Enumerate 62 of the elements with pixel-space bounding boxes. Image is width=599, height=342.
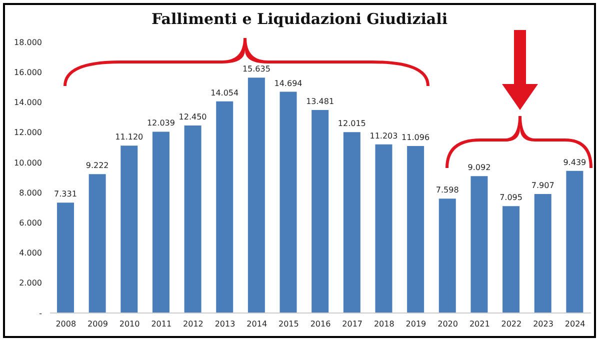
data-label: 7.907 bbox=[531, 180, 554, 190]
x-tick-label: 2024 bbox=[564, 320, 586, 329]
x-tick-label: 2012 bbox=[183, 320, 204, 329]
data-label: 14.054 bbox=[210, 88, 239, 98]
bar bbox=[343, 132, 360, 313]
data-label: 9.092 bbox=[468, 163, 491, 172]
data-label: 13.481 bbox=[306, 97, 334, 106]
data-label: 12.015 bbox=[338, 119, 366, 128]
y-tick-label: 10.000 bbox=[14, 158, 42, 168]
x-tick-label: 2017 bbox=[342, 320, 363, 329]
data-label: 9.222 bbox=[86, 161, 109, 170]
bar bbox=[534, 194, 552, 313]
bar bbox=[312, 110, 329, 313]
bar bbox=[502, 206, 520, 313]
bar bbox=[566, 170, 584, 313]
x-tick-label: 2023 bbox=[533, 320, 554, 329]
bar bbox=[407, 146, 424, 313]
x-tick-label: 2015 bbox=[278, 320, 299, 329]
bar bbox=[470, 176, 488, 313]
x-tick-label: 2011 bbox=[151, 320, 172, 329]
y-tick-label: 6.000 bbox=[19, 218, 42, 228]
x-tick-label: 2022 bbox=[501, 320, 522, 329]
data-label: 14.694 bbox=[274, 78, 302, 88]
bar bbox=[375, 144, 392, 313]
x-tick-label: 2010 bbox=[119, 320, 140, 329]
x-tick-label: 2016 bbox=[310, 320, 331, 329]
chart-title: Fallimenti e Liquidazioni Giudiziali bbox=[150, 10, 449, 28]
y-tick-label: 8.000 bbox=[19, 188, 42, 198]
bar bbox=[152, 132, 170, 313]
y-tick-label: 4.000 bbox=[19, 248, 42, 258]
bar bbox=[184, 126, 202, 313]
x-tick-label: 2018 bbox=[374, 320, 394, 329]
data-label: 7.331 bbox=[54, 190, 77, 199]
x-tick-label: 2019 bbox=[406, 320, 426, 329]
data-label: 7.598 bbox=[436, 186, 459, 195]
x-tick-label: 2014 bbox=[246, 320, 268, 329]
x-tick-label: 2021 bbox=[469, 320, 490, 329]
data-label: 12.039 bbox=[146, 118, 175, 128]
data-label: 12.450 bbox=[178, 112, 207, 122]
data-label: 9.439 bbox=[563, 158, 586, 167]
x-tick-label: 2013 bbox=[214, 320, 236, 329]
bar bbox=[57, 202, 74, 313]
x-tick-label: 2020 bbox=[438, 320, 458, 329]
y-tick-label: 16.000 bbox=[14, 68, 42, 77]
data-label: 15.635 bbox=[242, 64, 270, 74]
bar bbox=[120, 146, 138, 313]
y-tick-label: 18.000 bbox=[14, 38, 42, 47]
x-tick-label: 2008 bbox=[56, 320, 76, 329]
y-tick-label: 12.000 bbox=[14, 128, 42, 138]
data-label: 11.120 bbox=[115, 132, 144, 142]
bar bbox=[438, 198, 456, 313]
y-tick-label: - bbox=[39, 308, 42, 318]
y-tick-label: 14.000 bbox=[14, 98, 42, 108]
data-label: 7.095 bbox=[500, 193, 522, 202]
bar bbox=[248, 78, 265, 313]
y-tick-label: 2.000 bbox=[19, 278, 42, 288]
bar bbox=[88, 174, 106, 313]
data-label: 11.203 bbox=[370, 131, 398, 140]
bar bbox=[216, 101, 234, 313]
data-label: 11.096 bbox=[402, 132, 430, 142]
x-tick-label: 2009 bbox=[88, 320, 108, 329]
bar bbox=[280, 92, 297, 313]
